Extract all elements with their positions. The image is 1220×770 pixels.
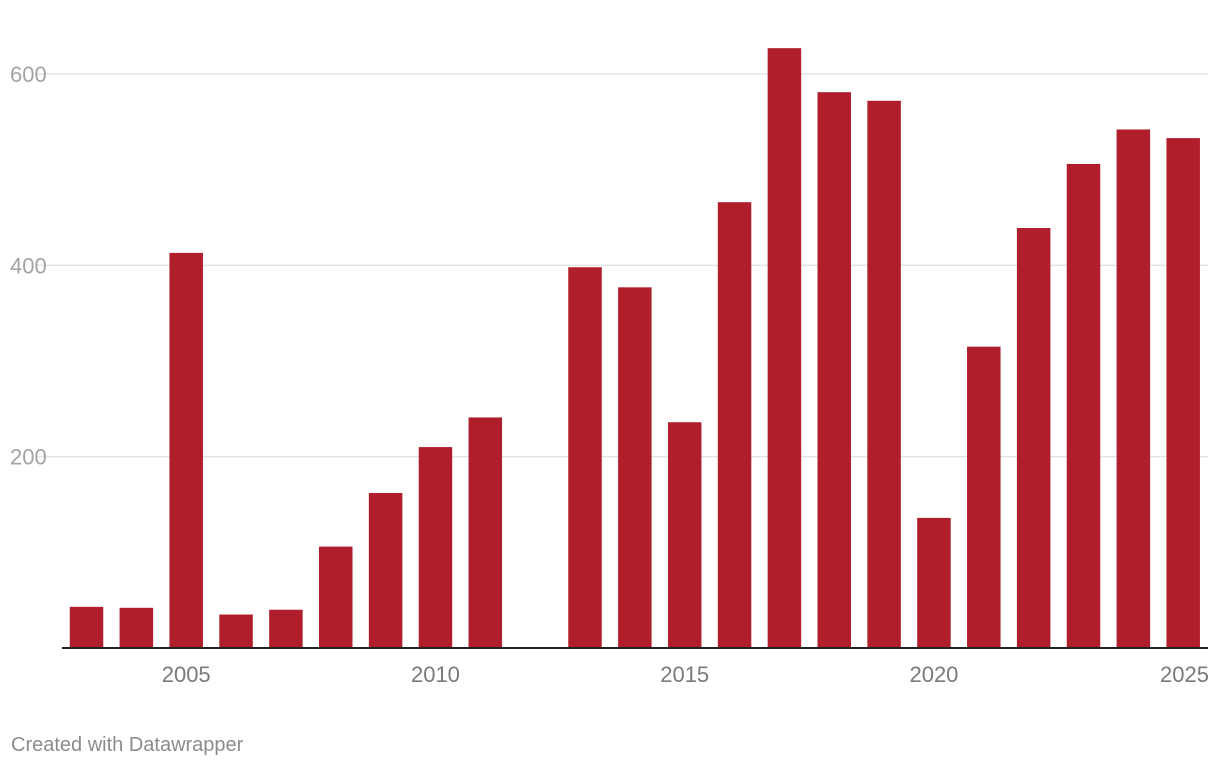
y-tick-label-200: 200 xyxy=(10,445,47,470)
bar-2016 xyxy=(717,202,752,648)
bar-2021 xyxy=(967,346,1001,648)
bar-2006 xyxy=(219,614,253,648)
x-tick-label-2005: 2005 xyxy=(162,662,211,687)
bar-2007 xyxy=(269,609,303,648)
bar-2009 xyxy=(368,493,403,648)
bar-2014 xyxy=(618,287,652,648)
bar-2019 xyxy=(867,100,901,649)
bar-2015 xyxy=(667,422,702,648)
axes: 200 400 600 2005 2010 2015 2020 2025 xyxy=(10,62,1209,687)
bar-2020 xyxy=(917,517,951,648)
footer-credit: Created with Datawrapper xyxy=(11,734,244,756)
x-tick-label-2025: 2025 xyxy=(1160,662,1209,687)
bar-2022 xyxy=(1016,228,1051,648)
x-tick-label-2010: 2010 xyxy=(411,662,460,687)
bar-2018 xyxy=(817,92,851,649)
x-tick-label-2015: 2015 xyxy=(660,662,709,687)
y-tick-label-400: 400 xyxy=(10,253,47,278)
bar-2010 xyxy=(418,447,453,648)
bar-2013 xyxy=(568,267,602,648)
bar-2008 xyxy=(319,546,353,648)
bar-2017 xyxy=(767,48,802,649)
bar-2023 xyxy=(1066,163,1101,648)
bar-2011 xyxy=(468,417,503,648)
bar-2004 xyxy=(119,607,154,648)
y-tick-label-600: 600 xyxy=(10,62,47,87)
x-tick-label-2020: 2020 xyxy=(909,662,958,687)
bar-2003 xyxy=(69,606,104,648)
bar-2005 xyxy=(169,252,203,648)
bar-2025 xyxy=(1166,138,1200,648)
bars xyxy=(69,48,1200,649)
bar-2024 xyxy=(1116,129,1151,649)
